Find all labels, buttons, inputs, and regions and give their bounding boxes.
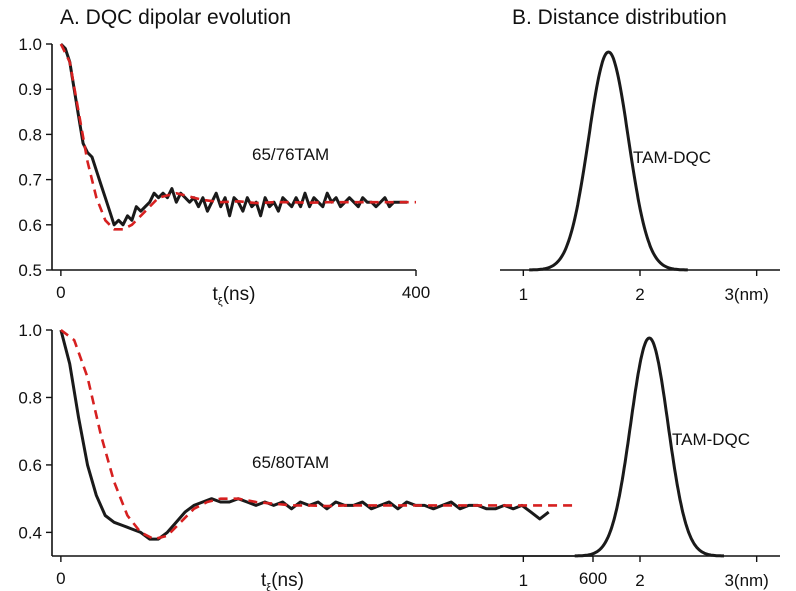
x-tick-label: 3(nm) bbox=[724, 571, 768, 590]
x-tick-label: 2 bbox=[635, 571, 644, 590]
y-tick-label: 0.6 bbox=[18, 216, 42, 235]
x-tick-label: 2 bbox=[635, 285, 644, 304]
x-axis-label: tξ(ns) bbox=[261, 570, 304, 591]
measured-curve-A-bottom bbox=[59, 329, 550, 541]
sample-annotation: 65/80TAM bbox=[252, 453, 329, 472]
y-tick-label: 0.5 bbox=[18, 261, 42, 280]
distribution-curve-B-top bbox=[528, 50, 689, 272]
panel-a-title: A. DQC dipolar evolution bbox=[60, 6, 292, 29]
sample-annotation: TAM-DQC bbox=[633, 148, 711, 167]
distribution-curve-B-bottom bbox=[574, 336, 725, 558]
y-tick-label: 0.4 bbox=[18, 523, 42, 542]
y-tick-label: 0.7 bbox=[18, 171, 42, 190]
sample-annotation: TAM-DQC bbox=[672, 430, 750, 449]
y-tick-label: 1.0 bbox=[18, 321, 42, 340]
x-tick-label: 0 bbox=[56, 283, 65, 302]
y-tick-label: 1.0 bbox=[18, 35, 42, 54]
fit-curve-A-top bbox=[59, 43, 416, 231]
x-tick-label: 1 bbox=[519, 571, 528, 590]
x-axis-label: tξ(ns) bbox=[213, 284, 256, 308]
fit-curve-A-bottom bbox=[60, 328, 576, 541]
x-tick-label: 600 bbox=[579, 569, 607, 588]
y-tick-label: 0.8 bbox=[18, 388, 42, 407]
y-tick-label: 0.9 bbox=[18, 80, 42, 99]
x-tick-label: 1 bbox=[519, 285, 528, 304]
y-tick-label: 0.6 bbox=[18, 456, 42, 475]
panel-b-title: B. Distance distribution bbox=[512, 6, 727, 29]
x-tick-label: 3(nm) bbox=[724, 285, 768, 304]
y-tick-label: 0.8 bbox=[18, 125, 42, 144]
measured-curve-A-top bbox=[59, 42, 408, 227]
x-tick-label: 400 bbox=[402, 283, 430, 302]
sample-annotation: 65/76TAM bbox=[252, 145, 329, 164]
x-tick-label: 0 bbox=[56, 569, 65, 588]
